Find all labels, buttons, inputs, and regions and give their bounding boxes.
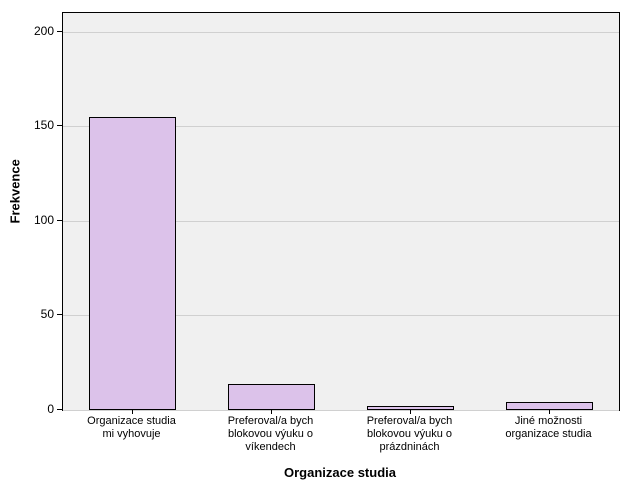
chart-container: Frekvence Organizace studia 0 50 100 150 200… [0, 0, 626, 501]
y-tick-label: 200 [34, 24, 54, 38]
x-axis-label: Organizace studia [62, 465, 618, 480]
x-tick-mark [271, 409, 272, 414]
x-tick-label: Organizace studiami vyhovuje [62, 415, 201, 441]
y-tick-label: 150 [34, 118, 54, 132]
plot-area [62, 12, 620, 411]
x-tick-label: Preferoval/a bychblokovou výuku oprázdni… [340, 415, 479, 455]
x-tick-label: Preferoval/a bychblokovou výuku ovíkende… [201, 415, 340, 455]
y-tick-mark [57, 314, 62, 315]
gridline [63, 410, 619, 411]
y-tick-mark [57, 409, 62, 410]
y-axis-label: Frekvence [8, 193, 23, 223]
gridline [63, 32, 619, 33]
y-tick-label: 0 [47, 402, 54, 416]
x-tick-mark [132, 409, 133, 414]
bar [89, 117, 175, 410]
y-tick-mark [57, 125, 62, 126]
x-tick-mark [549, 409, 550, 414]
y-tick-label: 50 [41, 307, 54, 321]
y-tick-label: 100 [34, 213, 54, 227]
x-tick-label: Jiné možnostiorganizace studia [479, 415, 618, 441]
bar [228, 384, 314, 410]
y-tick-mark [57, 220, 62, 221]
x-tick-mark [410, 409, 411, 414]
y-tick-mark [57, 31, 62, 32]
